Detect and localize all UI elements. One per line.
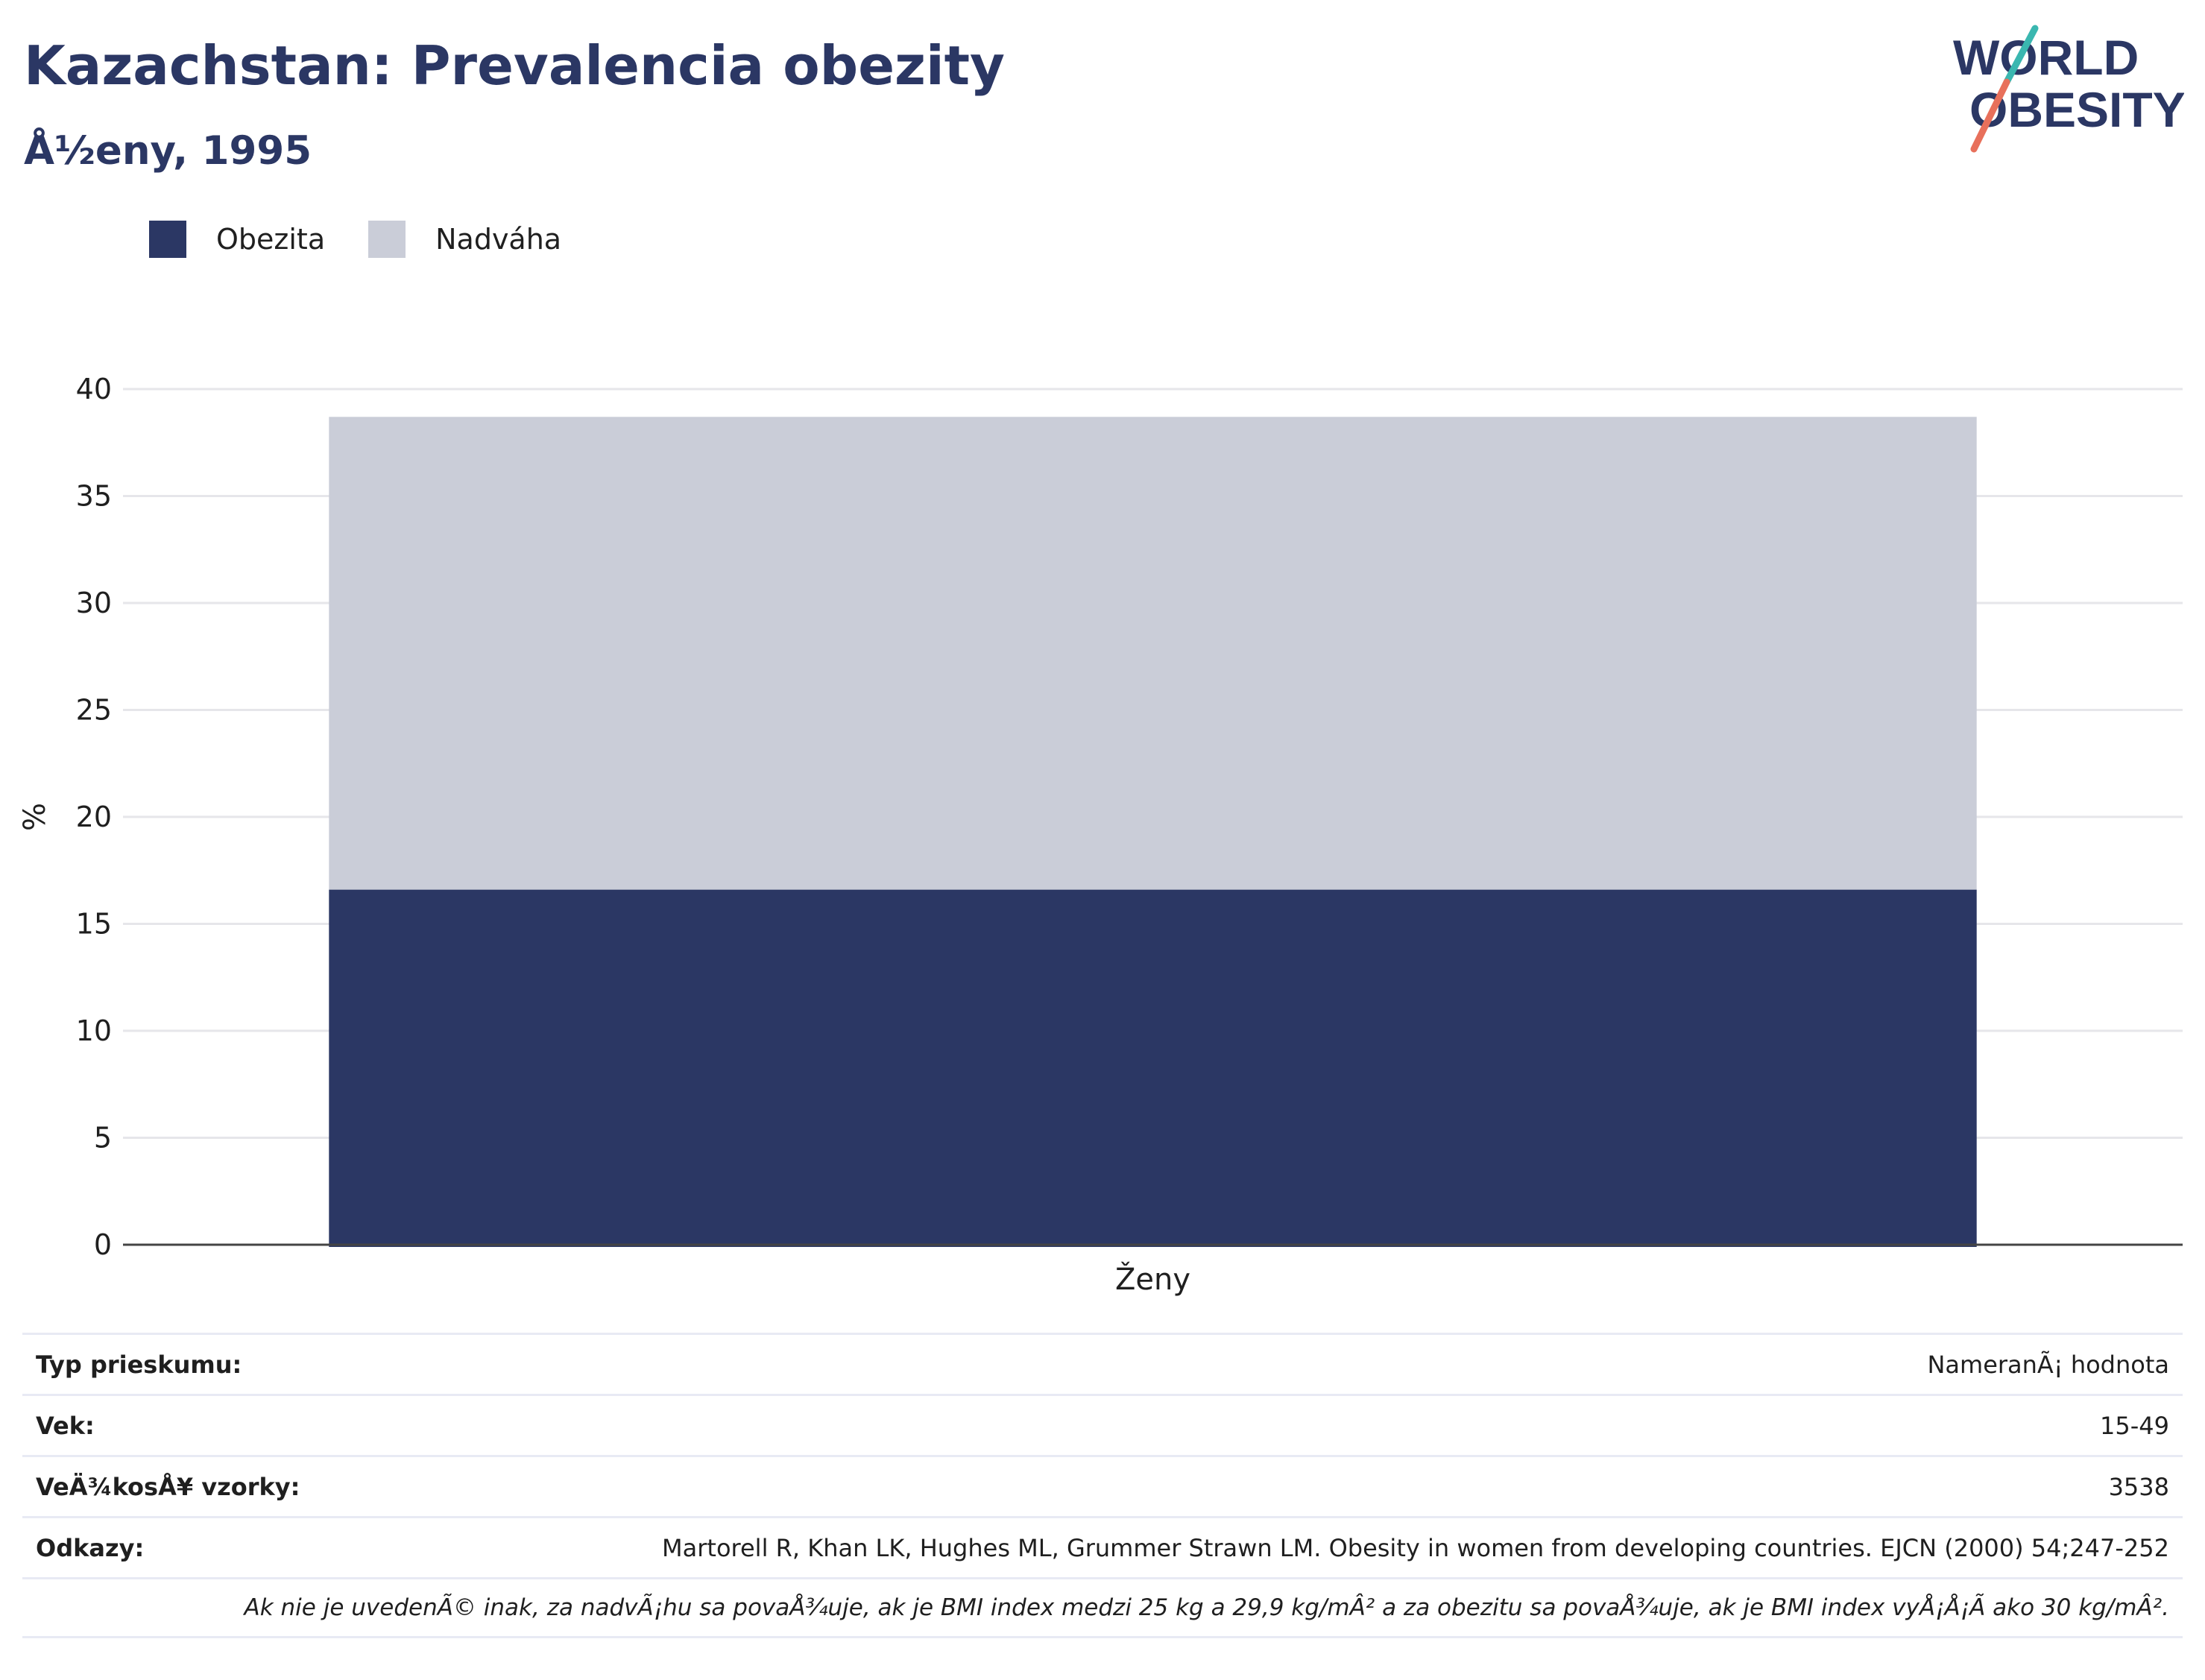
info-label: Typ prieskumu: — [36, 1350, 242, 1379]
y-tick-label: 0 — [94, 1228, 112, 1261]
info-row-sample-size: VeÄ¾kosÅ¥ vzorky: 3538 — [22, 1455, 2183, 1516]
y-tick-label: 30 — [76, 587, 112, 619]
y-tick-label: 25 — [76, 694, 112, 727]
info-value: Martorell R, Khan LK, Hughes ML, Grummer… — [662, 1533, 2169, 1562]
legend-item-nadvaha[interactable]: Nadváha — [368, 221, 561, 258]
info-row-age: Vek: 15-49 — [22, 1394, 2183, 1455]
legend-label-nadvaha: Nadváha — [435, 223, 562, 256]
info-value: NameranÃ¡ hodnota — [1927, 1350, 2169, 1379]
legend-swatch-obezita — [149, 221, 186, 258]
x-tick-label: Ženy — [1115, 1261, 1190, 1297]
info-row-survey-type: Typ prieskumu: NameranÃ¡ hodnota — [22, 1333, 2183, 1394]
legend-swatch-nadvaha — [368, 221, 406, 258]
page-subtitle: Å½eny, 1995 — [24, 128, 312, 174]
info-row-references: Odkazy: Martorell R, Khan LK, Hughes ML,… — [22, 1516, 2183, 1577]
legend-label-obezita: Obezita — [216, 223, 326, 256]
y-tick-label: 15 — [76, 908, 112, 941]
bar-chart: 0 5 10 15 20 25 30 35 40 Ženy % — [18, 373, 2183, 1297]
survey-info-table: Typ prieskumu: NameranÃ¡ hodnota Vek: 15… — [22, 1333, 2183, 1638]
info-value: 15-49 — [2100, 1411, 2169, 1440]
info-value: 3538 — [2108, 1472, 2169, 1501]
bar-segment-obezita[interactable] — [329, 889, 1977, 1247]
y-tick-label: 35 — [76, 480, 112, 513]
y-tick-label: 40 — [76, 373, 112, 405]
logo-slash-bottom — [1970, 78, 2010, 153]
logo-word-world: WORLD — [1953, 30, 2139, 85]
chart-bars — [329, 417, 1977, 1247]
bar-segment-nadvaha[interactable] — [329, 417, 1977, 890]
bmi-note: Ak nie je uvedenÃ© inak, za nadvÃ¡hu sa … — [244, 1594, 2169, 1621]
chart-legend: Obezita Nadváha — [149, 221, 605, 258]
info-label: Vek: — [36, 1411, 95, 1440]
info-label: VeÄ¾kosÅ¥ vzorky: — [36, 1472, 300, 1501]
x-axis-ticks: Ženy — [1115, 1261, 1190, 1297]
world-obesity-logo: WORLD OBESITY — [1953, 25, 2184, 153]
legend-item-obezita[interactable]: Obezita — [149, 221, 325, 258]
y-tick-label: 5 — [94, 1122, 112, 1155]
y-axis-ticks: 0 5 10 15 20 25 30 35 40 — [76, 373, 112, 1261]
y-tick-label: 10 — [76, 1014, 112, 1047]
info-label: Odkazy: — [36, 1533, 145, 1562]
info-row-bmi-note: Ak nie je uvedenÃ© inak, za nadvÃ¡hu sa … — [22, 1577, 2183, 1638]
page-title: Kazachstan: Prevalencia obezity — [24, 34, 1005, 97]
logo-slash-top — [2003, 25, 2039, 86]
y-axis-label: % — [18, 803, 52, 831]
y-tick-label: 20 — [76, 800, 112, 833]
